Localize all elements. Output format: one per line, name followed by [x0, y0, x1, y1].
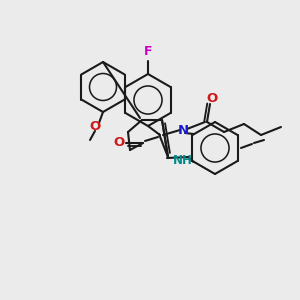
- Text: F: F: [144, 45, 152, 58]
- Text: O: O: [89, 121, 100, 134]
- Text: O: O: [206, 92, 218, 106]
- Text: N: N: [177, 124, 189, 136]
- Text: NH: NH: [173, 154, 193, 166]
- Text: O: O: [113, 136, 124, 149]
